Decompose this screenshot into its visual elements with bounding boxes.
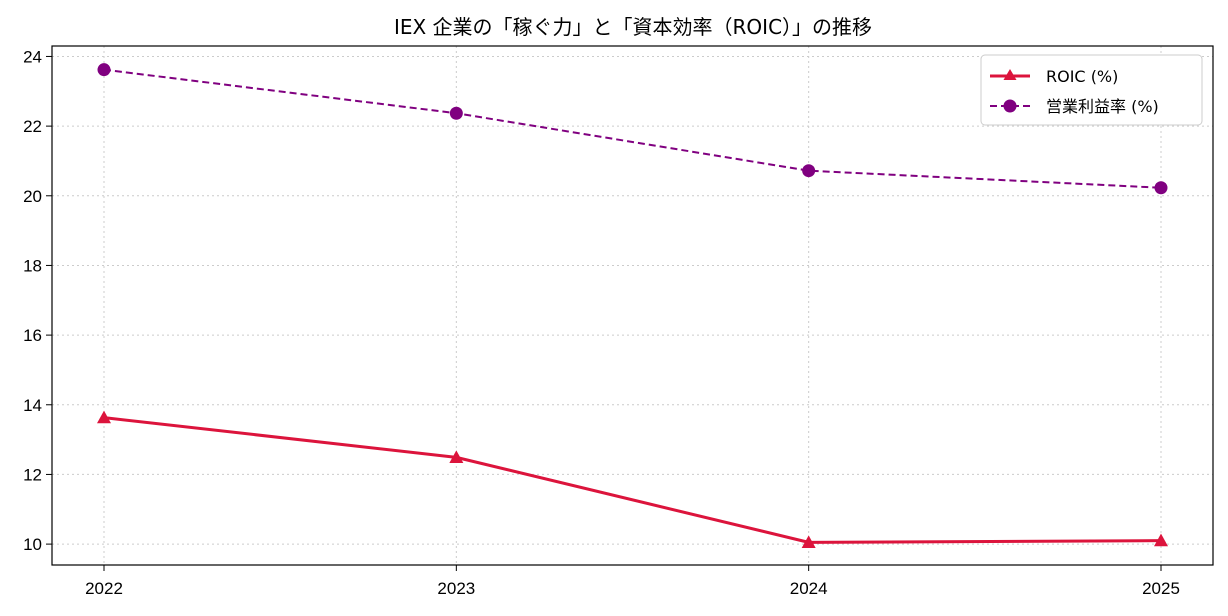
y-tick-label: 16: [23, 326, 42, 345]
data-point-roic: [449, 450, 464, 463]
x-tick-label: 2025: [1142, 579, 1180, 598]
x-tick-label: 2022: [85, 579, 123, 598]
x-tick-label: 2024: [790, 579, 828, 598]
series-line-roic: [103, 416, 1162, 544]
data-point-operating-margin: [802, 164, 816, 178]
y-tick-label: 18: [23, 256, 42, 275]
data-point-roic: [801, 535, 816, 548]
plot-area-frame: [51, 45, 1214, 566]
data-point-roic: [1154, 533, 1168, 547]
y-tick-label: 24: [23, 47, 42, 66]
y-tick-label: 12: [23, 465, 42, 484]
legend-box: [980, 54, 1203, 126]
x-tick-label: 2023: [437, 579, 475, 598]
y-tick-label: 20: [23, 187, 42, 206]
chart-title: IEX 企業の「稼ぐ力」と「資本効率（ROIC）」の推移: [394, 15, 872, 39]
y-tick-label: 14: [23, 396, 42, 415]
grid-lines: [52, 46, 1213, 565]
legend-label-roic: ROIC (%): [1046, 67, 1118, 86]
legend-label-operating-margin: 営業利益率 (%): [1046, 97, 1159, 116]
data-point-roic: [97, 410, 111, 424]
data-point-operating-margin: [97, 63, 111, 77]
legend: ROIC (%) 営業利益率 (%): [980, 54, 1203, 126]
data-point-operating-margin: [1154, 181, 1168, 195]
series-layer: [97, 63, 1168, 548]
data-point-operating-margin: [449, 106, 463, 120]
legend-marker-roic: [1003, 69, 1017, 80]
series-line-operating-margin: [103, 68, 1162, 189]
legend-marker-operating-margin: [1003, 99, 1017, 113]
y-tick-label: 10: [23, 535, 42, 554]
y-tick-label: 22: [23, 117, 42, 136]
